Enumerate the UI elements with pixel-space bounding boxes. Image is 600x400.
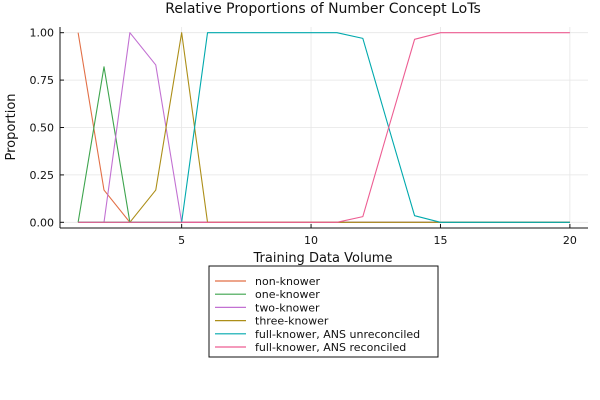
x-axis-label: Training Data Volume (253, 251, 393, 266)
series-line-full-knower-ans-reconciled (78, 32, 570, 223)
y-tick-label: 0.25 (30, 169, 55, 182)
legend-label: two-knower (255, 301, 320, 314)
y-tick-label: 0.00 (30, 216, 55, 229)
series-lines (77, 32, 570, 223)
grid (60, 27, 588, 228)
chart-title: Relative Proportions of Number Concept L… (165, 1, 481, 17)
legend-item: one-knower (215, 288, 320, 301)
legend-item: two-knower (215, 301, 320, 314)
legend-item: full-knower, ANS unreconciled (215, 328, 420, 341)
y-tick-label: 0.50 (30, 122, 55, 135)
tick-labels: 5 10 15 20 0.00 0.25 0.50 0.75 1.00 (30, 27, 577, 247)
legend-item: full-knower, ANS reconciled (215, 341, 406, 354)
x-tick-label: 10 (304, 234, 318, 247)
legend-label: full-knower, ANS unreconciled (255, 328, 420, 341)
legend-item: non-knower (215, 275, 320, 288)
y-tick-label: 1.00 (30, 27, 55, 40)
legend: non-knowerone-knowertwo-knowerthree-know… (208, 265, 439, 358)
y-axis-label: Proportion (4, 93, 19, 160)
legend-label: non-knower (255, 275, 320, 288)
legend-label: full-knower, ANS reconciled (255, 341, 406, 354)
y-tick-label: 0.75 (30, 74, 55, 87)
series-line-one-knower (77, 66, 570, 223)
x-tick-label: 20 (563, 234, 577, 247)
legend-label: one-knower (255, 288, 320, 301)
legend-item: three-knower (215, 315, 329, 328)
x-tick-label: 5 (178, 234, 185, 247)
x-tick-label: 15 (433, 234, 447, 247)
axes (59, 27, 588, 229)
legend-label: three-knower (255, 315, 329, 328)
legend-box (208, 265, 439, 358)
